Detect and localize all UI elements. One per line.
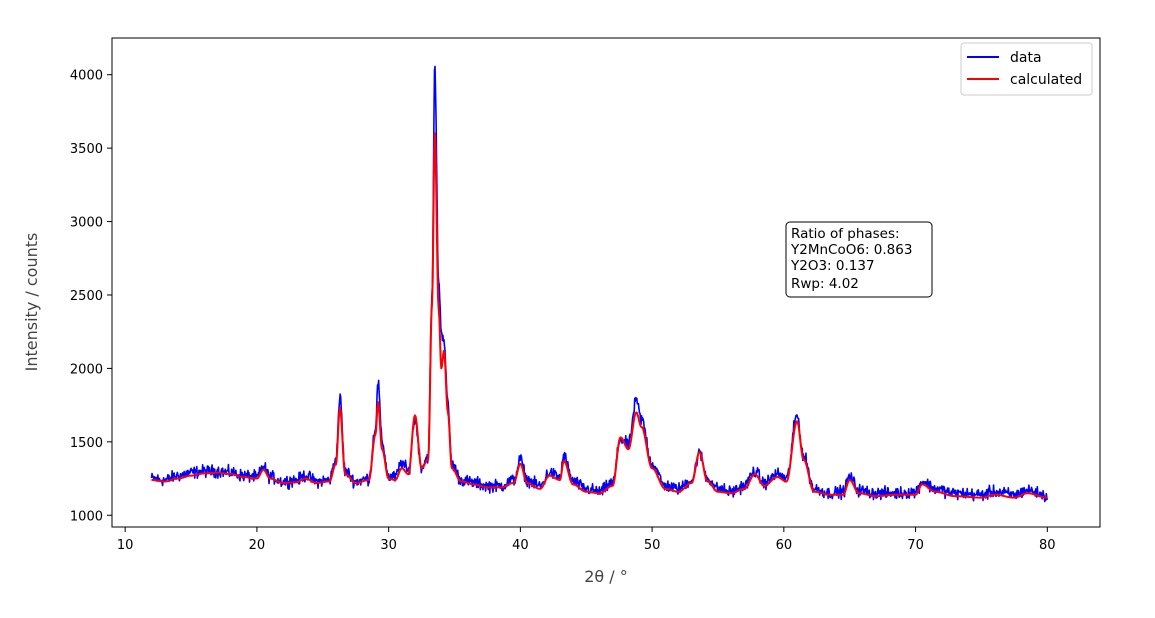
y-tick-label: 2500 bbox=[70, 289, 103, 304]
x-tick-label: 40 bbox=[512, 538, 529, 553]
legend-label-calculated: calculated bbox=[1010, 72, 1082, 88]
y-tick-label: 2000 bbox=[70, 362, 103, 377]
y-tick-label: 3000 bbox=[70, 216, 103, 231]
x-tick-label: 50 bbox=[644, 538, 661, 553]
legend-label-data: data bbox=[1010, 50, 1042, 66]
y-axis-label: Intensity / counts bbox=[22, 233, 41, 372]
annotation-line-phase1: Y2MnCoO6: 0.863 bbox=[790, 242, 912, 258]
annotation-box bbox=[785, 221, 933, 298]
axis-ticks: 10 20 30 40 50 60 70 80 1000 1500 2000 2500 3000 3500… bbox=[70, 69, 1056, 553]
x-tick-label: 60 bbox=[776, 538, 793, 553]
legend: data calculated bbox=[960, 42, 1093, 96]
x-axis-label: 2θ / ° bbox=[584, 567, 628, 586]
y-tick-label: 4000 bbox=[70, 69, 103, 84]
x-tick-label: 80 bbox=[1039, 538, 1056, 553]
series-line-data bbox=[150, 65, 1049, 503]
series-layer bbox=[150, 65, 1049, 503]
y-tick-label: 3500 bbox=[70, 142, 103, 157]
x-tick-label: 30 bbox=[380, 538, 397, 553]
y-tick-label: 1000 bbox=[70, 509, 103, 524]
x-tick-label: 20 bbox=[249, 538, 266, 553]
annotation-line-phase2: Y2O3: 0.137 bbox=[790, 258, 875, 274]
y-tick-label: 1500 bbox=[70, 436, 103, 451]
plot-frame bbox=[111, 37, 1101, 528]
x-tick-label: 10 bbox=[117, 538, 134, 553]
series-line-calculated bbox=[151, 132, 1048, 499]
phase-ratio-annotation: Ratio of phases: Y2MnCoO6: 0.863 Y2O3: 0… bbox=[785, 221, 933, 298]
annotation-line-rwp: Rwp: 4.02 bbox=[791, 276, 859, 292]
x-tick-label: 70 bbox=[907, 538, 924, 553]
annotation-line-title: Ratio of phases: bbox=[791, 226, 900, 242]
